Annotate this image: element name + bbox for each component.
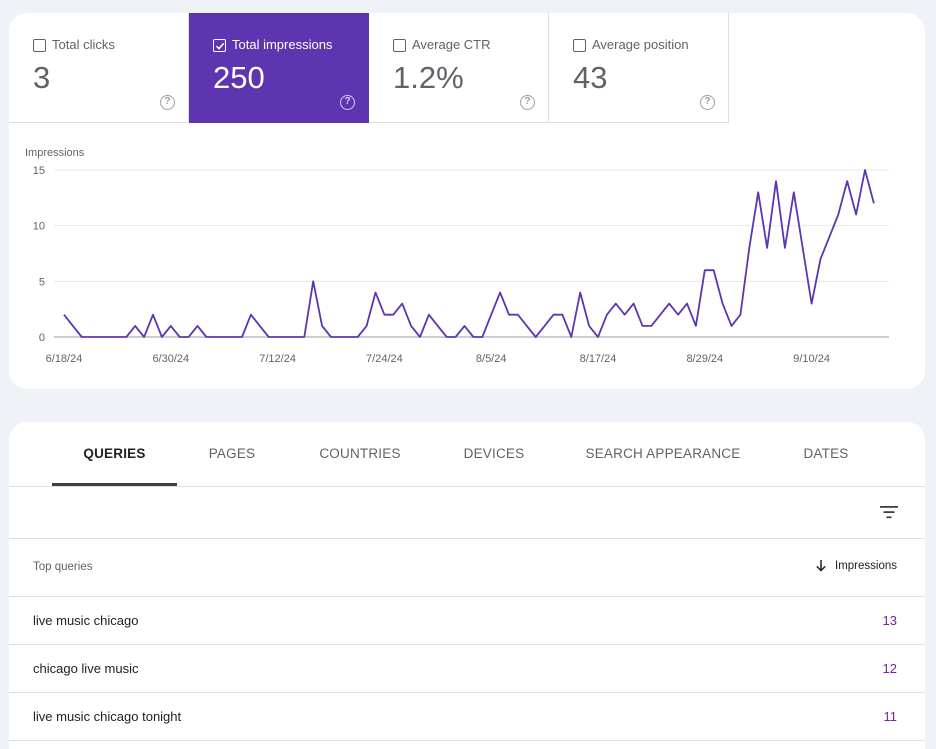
metric-label: Average CTR bbox=[412, 37, 491, 52]
filter-icon[interactable] bbox=[879, 502, 899, 522]
active-tab-indicator bbox=[52, 483, 177, 486]
checkbox-checked-icon[interactable] bbox=[213, 39, 226, 52]
help-icon[interactable]: ? bbox=[520, 95, 535, 110]
query-cell: live music chicago bbox=[33, 613, 139, 628]
impressions-cell: 13 bbox=[882, 613, 897, 628]
impressions-chart: Impressions 0 5 10 15 6/18/24 6/30/24 7/12/24 7… bbox=[9, 143, 925, 383]
x-tick-label: 6/18/24 bbox=[46, 353, 83, 365]
tab-dates[interactable]: DATES bbox=[803, 446, 849, 461]
dimension-tabs: QUERIES PAGES COUNTRIES DEVICES SEARCH A… bbox=[9, 422, 925, 487]
filter-bar bbox=[9, 487, 925, 539]
impressions-cell: 12 bbox=[882, 661, 897, 676]
help-icon[interactable]: ? bbox=[160, 95, 175, 110]
x-tick-label: 8/17/24 bbox=[580, 353, 617, 365]
query-cell: chicago live music bbox=[33, 661, 139, 676]
chart-canvas: 0 5 10 15 6/18/24 6/30/24 7/12/24 7/24/24 8/5/24… bbox=[33, 165, 889, 365]
table-row[interactable]: live music chicago 13 bbox=[9, 597, 925, 645]
help-icon[interactable]: ? bbox=[700, 95, 715, 110]
y-tick-label: 10 bbox=[33, 221, 45, 233]
impressions-header-label: Impressions bbox=[835, 559, 897, 572]
metric-average-position[interactable]: Average position 43 ? bbox=[549, 13, 729, 123]
checkbox-icon[interactable] bbox=[33, 39, 46, 52]
y-tick-label: 5 bbox=[39, 276, 45, 288]
table-card: QUERIES PAGES COUNTRIES DEVICES SEARCH A… bbox=[9, 422, 925, 749]
tab-devices[interactable]: DEVICES bbox=[463, 446, 525, 461]
metric-value: 250 bbox=[213, 60, 265, 95]
tab-pages[interactable]: PAGES bbox=[208, 446, 256, 461]
column-header-query[interactable]: Top queries bbox=[33, 561, 93, 573]
sort-down-arrow-icon bbox=[816, 560, 826, 572]
table-row[interactable]: chicago live music 12 bbox=[9, 645, 925, 693]
x-tick-label: 6/30/24 bbox=[152, 353, 189, 365]
metric-total-clicks[interactable]: Total clicks 3 ? bbox=[9, 13, 189, 123]
metric-label: Total clicks bbox=[52, 37, 115, 52]
x-tick-label: 7/12/24 bbox=[259, 353, 296, 365]
y-tick-label: 15 bbox=[33, 165, 45, 177]
metric-value: 1.2% bbox=[393, 60, 464, 95]
metric-tiles: Total clicks 3 ? Total impressions 250 ?… bbox=[9, 13, 729, 123]
tab-search-appearance[interactable]: SEARCH APPEARANCE bbox=[585, 446, 741, 461]
query-cell: live music chicago tonight bbox=[33, 709, 182, 724]
x-tick-label: 8/29/24 bbox=[686, 353, 723, 365]
metric-average-ctr[interactable]: Average CTR 1.2% ? bbox=[369, 13, 549, 123]
metric-label: Average position bbox=[592, 37, 689, 52]
checkbox-icon[interactable] bbox=[573, 39, 586, 52]
table-row[interactable]: live music chicago tonight 11 bbox=[9, 693, 925, 741]
impressions-cell: 11 bbox=[883, 709, 898, 724]
x-tick-label: 7/24/24 bbox=[366, 353, 403, 365]
tab-queries[interactable]: QUERIES bbox=[83, 446, 146, 461]
metric-total-impressions[interactable]: Total impressions 250 ? bbox=[189, 13, 369, 123]
table-header: Top queries Impressions bbox=[9, 539, 925, 597]
chart-y-axis-title: Impressions bbox=[25, 147, 85, 159]
performance-card: Total clicks 3 ? Total impressions 250 ?… bbox=[9, 13, 925, 389]
y-tick-label: 0 bbox=[39, 332, 45, 344]
x-tick-label: 8/5/24 bbox=[476, 353, 507, 365]
tab-countries[interactable]: COUNTRIES bbox=[319, 446, 401, 461]
impressions-series-line bbox=[63, 169, 875, 338]
column-header-impressions[interactable]: Impressions bbox=[815, 559, 897, 572]
metric-value: 43 bbox=[573, 60, 608, 95]
metric-label: Total impressions bbox=[232, 37, 333, 52]
x-tick-label: 9/10/24 bbox=[793, 353, 830, 365]
help-icon[interactable]: ? bbox=[340, 95, 355, 110]
metric-value: 3 bbox=[33, 60, 51, 95]
checkbox-icon[interactable] bbox=[393, 39, 406, 52]
